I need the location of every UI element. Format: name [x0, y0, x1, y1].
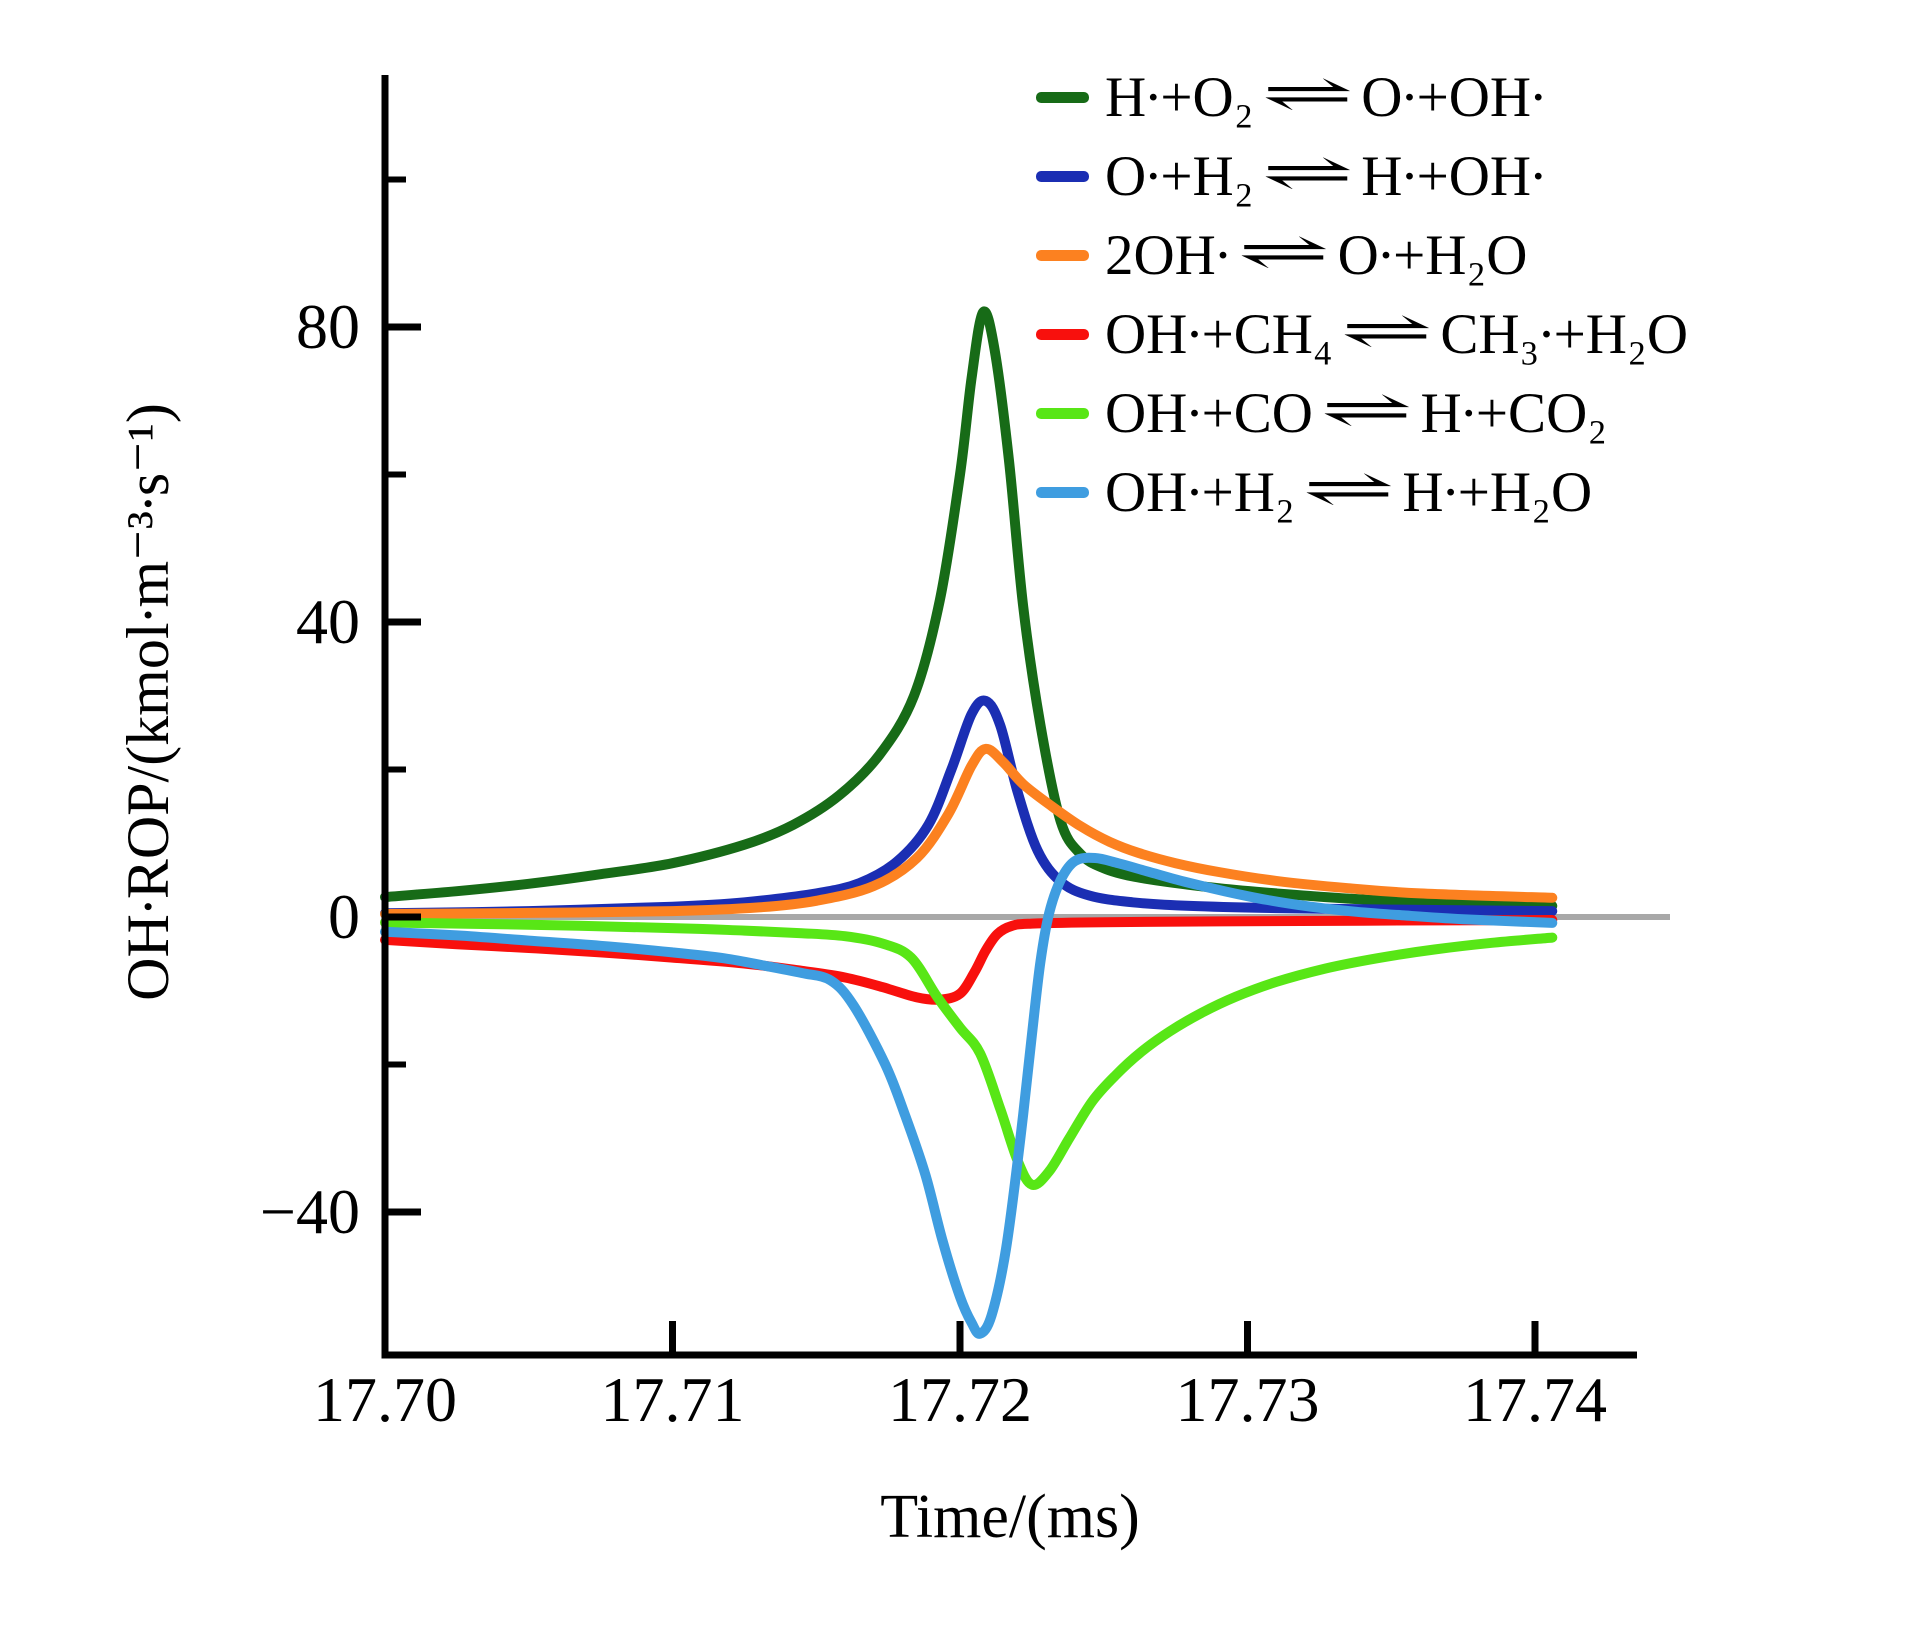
legend-reactants: OH∙+H₂ [1105, 461, 1295, 524]
legend-item-oh_h2: OH∙+H₂ ⇌ H∙+H₂O [1036, 453, 1688, 532]
x-axis-title: Time/(ms) [880, 1483, 1140, 1551]
legend-products: CH₃∙+H₂O [1440, 303, 1689, 366]
series-oh_oh-line [380, 743, 1558, 919]
legend-reactants: OH∙+CO [1105, 382, 1313, 445]
equilibrium-arrow-icon: ⇌ [1302, 460, 1395, 518]
x-tick-label-17.72: 17.72 [888, 1364, 1032, 1435]
y-tick-label-0: 0 [328, 881, 360, 952]
x-tick-label-17.73: 17.73 [1175, 1364, 1320, 1435]
legend-item-oh_co: OH∙+CO ⇌ H∙+CO₂ [1036, 374, 1688, 453]
x-tick-label-17.71: 17.71 [600, 1364, 745, 1435]
legend-item-h_o2: H∙+O₂ ⇌ O∙+OH∙ [1036, 58, 1688, 137]
x-tick-label-17.74: 17.74 [1463, 1364, 1607, 1435]
legend-products: O∙+OH∙ [1361, 66, 1546, 129]
legend-swatch-oh_ch4 [1036, 329, 1089, 340]
legend-reactants: O∙+H₂ [1105, 145, 1254, 208]
equilibrium-arrow-icon: ⇌ [1340, 302, 1433, 360]
series-oh_h2-line [380, 852, 1558, 1339]
legend-item-oh_ch4: OH∙+CH₄ ⇌ CH₃∙+H₂O [1036, 295, 1688, 374]
series-oh_co-line [380, 917, 1558, 1190]
legend: H∙+O₂ ⇌ O∙+OH∙ O∙+H₂ ⇌ H∙+OH∙ 2OH∙ ⇌ O∙+H₂O OH∙+C… [1036, 58, 1688, 532]
legend-swatch-o_h2 [1036, 171, 1089, 182]
y-tick-label-40: 40 [296, 586, 360, 657]
legend-swatch-oh_h2 [1036, 487, 1089, 498]
equilibrium-arrow-icon: ⇌ [1261, 144, 1354, 202]
equilibrium-arrow-icon: ⇌ [1238, 223, 1330, 281]
legend-reactants: 2OH∙ [1105, 224, 1231, 287]
legend-products: H∙+CO₂ [1420, 382, 1608, 445]
x-tick-label-17.70: 17.70 [313, 1364, 457, 1435]
legend-products: H∙+OH∙ [1361, 145, 1546, 208]
legend-item-o_h2: O∙+H₂ ⇌ H∙+OH∙ [1036, 137, 1688, 216]
legend-swatch-oh_co [1036, 408, 1089, 419]
equilibrium-arrow-icon: ⇌ [1320, 381, 1413, 439]
legend-reactants: H∙+O₂ [1105, 66, 1254, 129]
series-oh_ch4-line [380, 915, 1558, 1005]
equilibrium-arrow-icon: ⇌ [1261, 65, 1354, 123]
legend-item-oh_oh: 2OH∙ ⇌ O∙+H₂O [1036, 216, 1688, 295]
y-tick-label-80: 80 [296, 291, 360, 362]
legend-products: H∙+H₂O [1402, 461, 1593, 524]
legend-swatch-oh_oh [1036, 250, 1089, 261]
legend-reactants: OH∙+CH₄ [1105, 303, 1333, 366]
series-o_h2-line [380, 695, 1558, 919]
legend-products: O∙+H₂O [1337, 224, 1528, 287]
y-axis-title: OH∙ROP/(kmol∙m⁻³∙s⁻¹) [115, 403, 181, 1001]
legend-swatch-h_o2 [1036, 92, 1089, 103]
y-tick-label-−40: −40 [259, 1176, 360, 1247]
